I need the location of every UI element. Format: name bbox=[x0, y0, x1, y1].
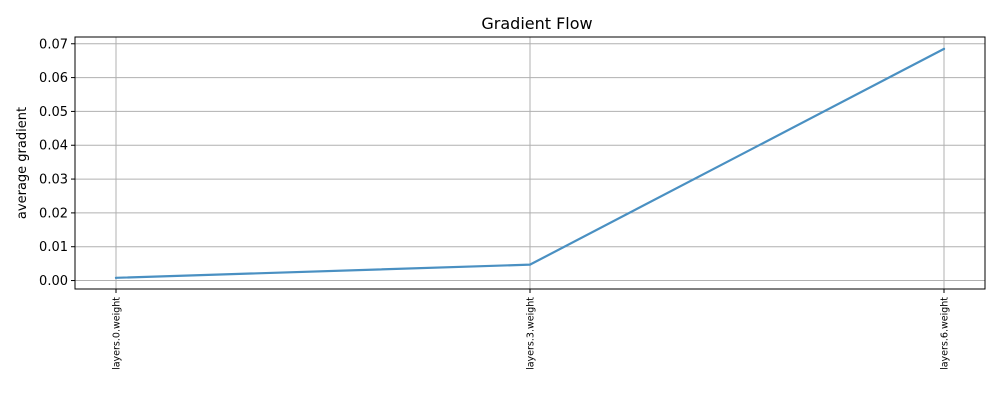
chart-title: Gradient Flow bbox=[481, 14, 592, 33]
data-point bbox=[528, 263, 532, 266]
y-tick-label: 0.07 bbox=[39, 37, 68, 52]
y-tick-label: 0.02 bbox=[39, 206, 68, 221]
data-point bbox=[114, 276, 118, 279]
y-tick-label: 0.04 bbox=[39, 139, 68, 154]
x-tick-label: layers.6.weight bbox=[940, 297, 951, 370]
series-layer bbox=[114, 47, 946, 279]
data-point bbox=[942, 47, 946, 50]
x-tick-label: layers.3.weight bbox=[526, 297, 537, 370]
y-tick-label: 0.03 bbox=[39, 173, 68, 188]
grid-lines bbox=[75, 37, 985, 289]
y-tick-label: 0.05 bbox=[39, 105, 68, 120]
y-axis-ticks: 0.00 0.01 0.02 0.03 0.04 0.05 0.06 0.07 bbox=[39, 37, 75, 289]
x-tick-label: layers.0.weight bbox=[112, 297, 123, 370]
y-tick-label: 0.06 bbox=[39, 71, 68, 86]
y-tick-label: 0.01 bbox=[39, 240, 68, 255]
y-tick-label: 0.00 bbox=[39, 274, 68, 289]
y-axis-label: average gradient bbox=[15, 107, 30, 219]
x-axis-ticks: layers.0.weight layers.3.weight layers.6.w… bbox=[112, 289, 951, 370]
